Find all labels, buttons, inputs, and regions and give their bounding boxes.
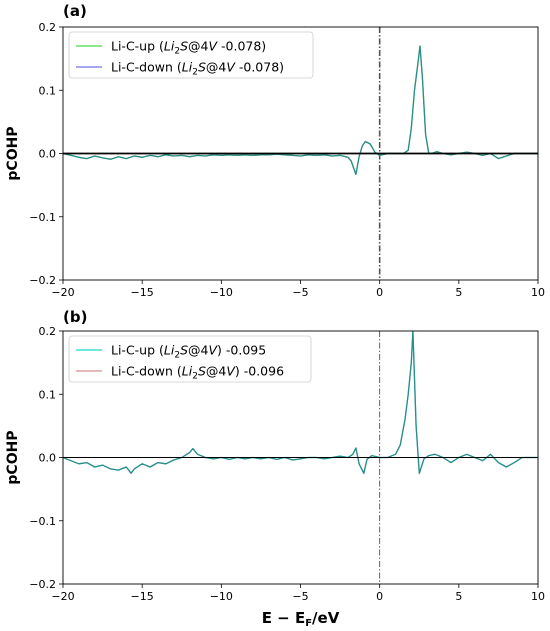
legend: Li-C-up (Li2S@4V -0.078) Li-C-down (Li2S@… <box>68 31 314 79</box>
x-tick-label: −15 <box>131 286 154 299</box>
y-tick-label: 0.2 <box>39 325 57 338</box>
x-tick-label: −10 <box>210 286 233 299</box>
y-tick-label: 0.2 <box>39 21 57 34</box>
x-tick-label: 5 <box>455 286 462 299</box>
x-tick-label: −15 <box>131 590 154 603</box>
panel-label: (a) <box>63 2 87 20</box>
legend-box <box>68 335 312 383</box>
y-tick-label: 0.1 <box>39 388 57 401</box>
legend-box <box>68 31 314 79</box>
y-tick-label: 0.0 <box>39 452 57 465</box>
x-tick-label: 0 <box>376 286 383 299</box>
x-tick-label: −5 <box>292 286 308 299</box>
x-tick-label: 10 <box>531 590 545 603</box>
y-tick-label: −0.1 <box>29 211 56 224</box>
y-tick-label: −0.2 <box>29 578 56 591</box>
legend-entry: Li-C-up (Li2S@4V) -0.095 <box>111 343 266 361</box>
series-group <box>63 331 538 474</box>
x-tick-label: 5 <box>455 590 462 603</box>
y-axis-label: pCOHP <box>5 430 21 484</box>
y-tick-label: −0.2 <box>29 274 56 287</box>
y-tick-label: −0.1 <box>29 515 56 528</box>
y-tick-label: 0.0 <box>39 148 57 161</box>
panel-a: −20 −15 −10 −5 0 5 10 0.2 0.1 0.0 −0.1 −0.2 pCOHP (a)… <box>5 2 545 299</box>
x-tick-label: 0 <box>376 590 383 603</box>
legend-entry: Li-C-down (Li2S@4V) -0.096 <box>111 364 284 382</box>
legend-entry: Li-C-down (Li2S@4V -0.078) <box>111 60 284 78</box>
x-tick-label: −20 <box>51 286 74 299</box>
x-tick-label: −10 <box>210 590 233 603</box>
x-tick-label: 10 <box>531 286 545 299</box>
y-axis-label: pCOHP <box>5 126 21 180</box>
legend-entry: Li-C-up (Li2S@4V -0.078) <box>111 39 266 57</box>
x-tick-label: −5 <box>292 590 308 603</box>
panel-b: −20 −15 −10 −5 0 5 10 0.2 0.1 0.0 −0.1 −0.2 pCOHP (b)… <box>5 308 545 629</box>
y-tick-label: 0.1 <box>39 84 57 97</box>
series-line-1 <box>63 331 538 474</box>
x-axis-label: E − EF/eV <box>262 609 340 629</box>
panel-label: (b) <box>63 308 87 326</box>
legend: Li-C-up (Li2S@4V) -0.095 Li-C-down (Li2S@… <box>68 335 312 383</box>
x-tick-label: −20 <box>51 590 74 603</box>
